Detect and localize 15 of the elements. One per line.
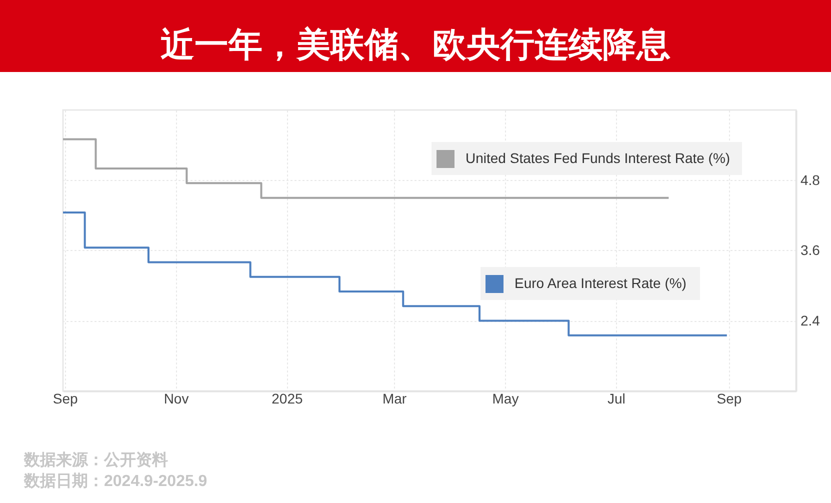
text: 数据日期：2024.9-2025.9 bbox=[24, 472, 208, 492]
y-tick-label: 3.6 bbox=[800, 242, 820, 258]
x-tick-label: Sep bbox=[52, 390, 78, 406]
y-tick-label: 4.8 bbox=[800, 172, 820, 188]
x-tick-label: May bbox=[492, 390, 519, 406]
legend-label: Euro Area Interest Rate (%) bbox=[514, 275, 686, 291]
x-tick-label: Mar bbox=[382, 390, 407, 406]
x-tick-label: Jul bbox=[607, 390, 626, 406]
legend-label: United States Fed Funds Interest Rate (%) bbox=[466, 150, 730, 166]
source-note: 数据来源：公开资料 bbox=[24, 450, 169, 471]
chart-title: 近一年，美联储、欧央行连续降息 bbox=[160, 25, 670, 65]
x-tick-label: 2025 bbox=[272, 390, 303, 406]
x-tick-label: Nov bbox=[164, 390, 189, 406]
y-tick-label: 2.4 bbox=[800, 312, 820, 328]
x-tick-label: Sep bbox=[716, 390, 742, 406]
